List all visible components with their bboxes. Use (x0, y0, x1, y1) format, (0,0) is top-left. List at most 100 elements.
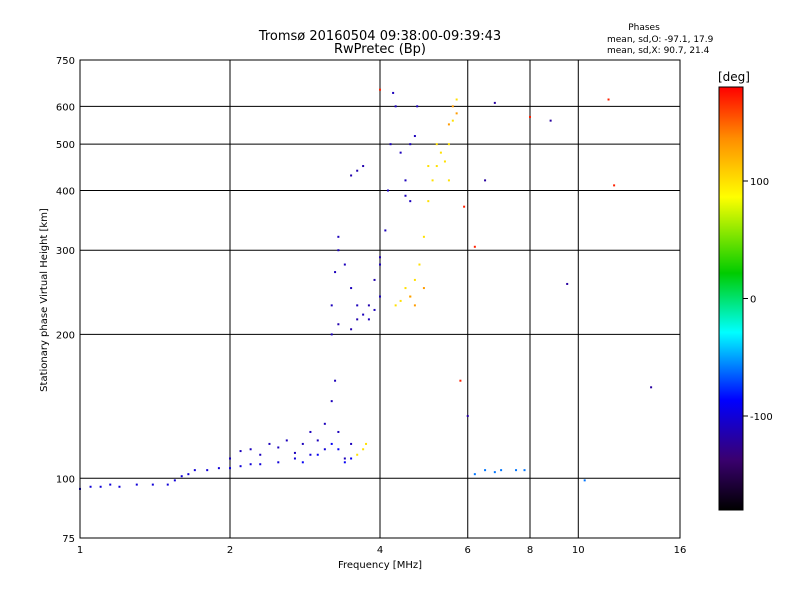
colorbar (718, 86, 744, 511)
y-tick-label: 200 (56, 330, 75, 341)
data-point (89, 485, 92, 488)
data-point (268, 442, 271, 445)
data-point (379, 88, 381, 91)
data-point (650, 386, 653, 389)
data-point (277, 461, 280, 464)
data-point (206, 469, 209, 472)
data-point (309, 430, 312, 433)
data-point (427, 165, 430, 168)
data-point (337, 448, 340, 451)
y-tick-label: 500 (56, 140, 75, 151)
data-point (455, 98, 458, 101)
data-point (515, 469, 518, 472)
data-point (330, 442, 333, 445)
data-point (99, 485, 102, 488)
data-point (330, 333, 333, 336)
data-point (217, 467, 220, 470)
data-point (523, 469, 526, 472)
data-point (473, 473, 476, 476)
data-point (394, 304, 397, 307)
data-point (435, 165, 438, 168)
data-point (309, 453, 312, 456)
y-axis-label: Stationary phase Virtual Height [km] (39, 208, 50, 392)
data-point (367, 304, 370, 307)
data-point (151, 483, 154, 486)
data-point (447, 179, 450, 182)
data-point (362, 448, 365, 451)
data-point (583, 479, 586, 482)
data-point (404, 194, 407, 197)
data-point (229, 467, 231, 470)
data-point (337, 249, 340, 252)
colorbar-label: [deg] (718, 70, 750, 84)
data-point (399, 151, 402, 154)
data-point (493, 471, 496, 474)
data-point (379, 256, 381, 259)
info-heading: Phases (628, 23, 660, 33)
data-point (367, 318, 370, 321)
data-point (431, 179, 434, 182)
info-line-o: mean, sd,O: -97.1, 17.9 (607, 35, 714, 45)
data-point (459, 379, 462, 382)
data-point (337, 430, 340, 433)
data-point (173, 479, 176, 482)
data-point (350, 328, 353, 331)
data-point (316, 439, 319, 442)
x-tick-label: 4 (377, 545, 383, 556)
data-point (343, 263, 346, 266)
data-point (323, 422, 326, 425)
data-point (435, 143, 438, 146)
data-point (455, 112, 458, 115)
data-point (365, 442, 368, 445)
data-point (259, 463, 262, 466)
colorbar-tick-label: -100 (750, 412, 773, 423)
data-point (566, 282, 569, 285)
data-point (337, 235, 340, 238)
info-line-x: mean, sd,X: 90.7, 21.4 (607, 46, 710, 56)
data-point (356, 169, 359, 172)
data-point (350, 287, 353, 290)
x-tick-labels: 1 2 4 6 8 10 16 (77, 545, 687, 556)
data-point (399, 299, 402, 302)
data-point (443, 160, 446, 163)
data-point (330, 400, 333, 403)
data-point (259, 453, 262, 456)
data-point (463, 205, 466, 208)
data-point (277, 446, 280, 449)
colorbar-tick-label: 0 (750, 295, 756, 306)
y-tick-label: 400 (56, 186, 75, 197)
data-point (447, 143, 450, 146)
y-tick-label: 100 (56, 474, 75, 485)
x-tick-label: 10 (572, 545, 585, 556)
data-point (249, 463, 252, 466)
data-point (409, 200, 412, 203)
data-point (549, 119, 552, 122)
y-tick-label: 75 (62, 534, 75, 545)
data-point (394, 105, 397, 108)
data-point (350, 457, 353, 460)
chart-title: Tromsø 20160504 09:38:00-09:39:43 (258, 29, 501, 44)
data-point (379, 263, 381, 266)
data-point (389, 143, 392, 146)
data-point (350, 442, 353, 445)
data-point (356, 318, 359, 321)
data-point (229, 457, 231, 460)
data-point (404, 179, 407, 182)
y-tick-labels: 75 100 200 300 400 500 600 750 (56, 56, 75, 545)
data-point (416, 105, 419, 108)
data-point (362, 165, 365, 168)
data-point (473, 245, 476, 248)
data-point (466, 414, 469, 417)
data-point (409, 295, 412, 298)
data-point (384, 229, 387, 232)
grid-lines (79, 59, 681, 539)
data-point (109, 483, 112, 486)
colorbar-ticks: 100 0 -100 (743, 177, 773, 423)
data-point (187, 473, 190, 476)
y-tick-label: 300 (56, 246, 75, 257)
data-point (293, 457, 296, 460)
data-point (193, 469, 196, 472)
data-point (135, 483, 138, 486)
x-axis-label: Frequency [MHz] (338, 560, 422, 571)
data-point (422, 235, 425, 238)
